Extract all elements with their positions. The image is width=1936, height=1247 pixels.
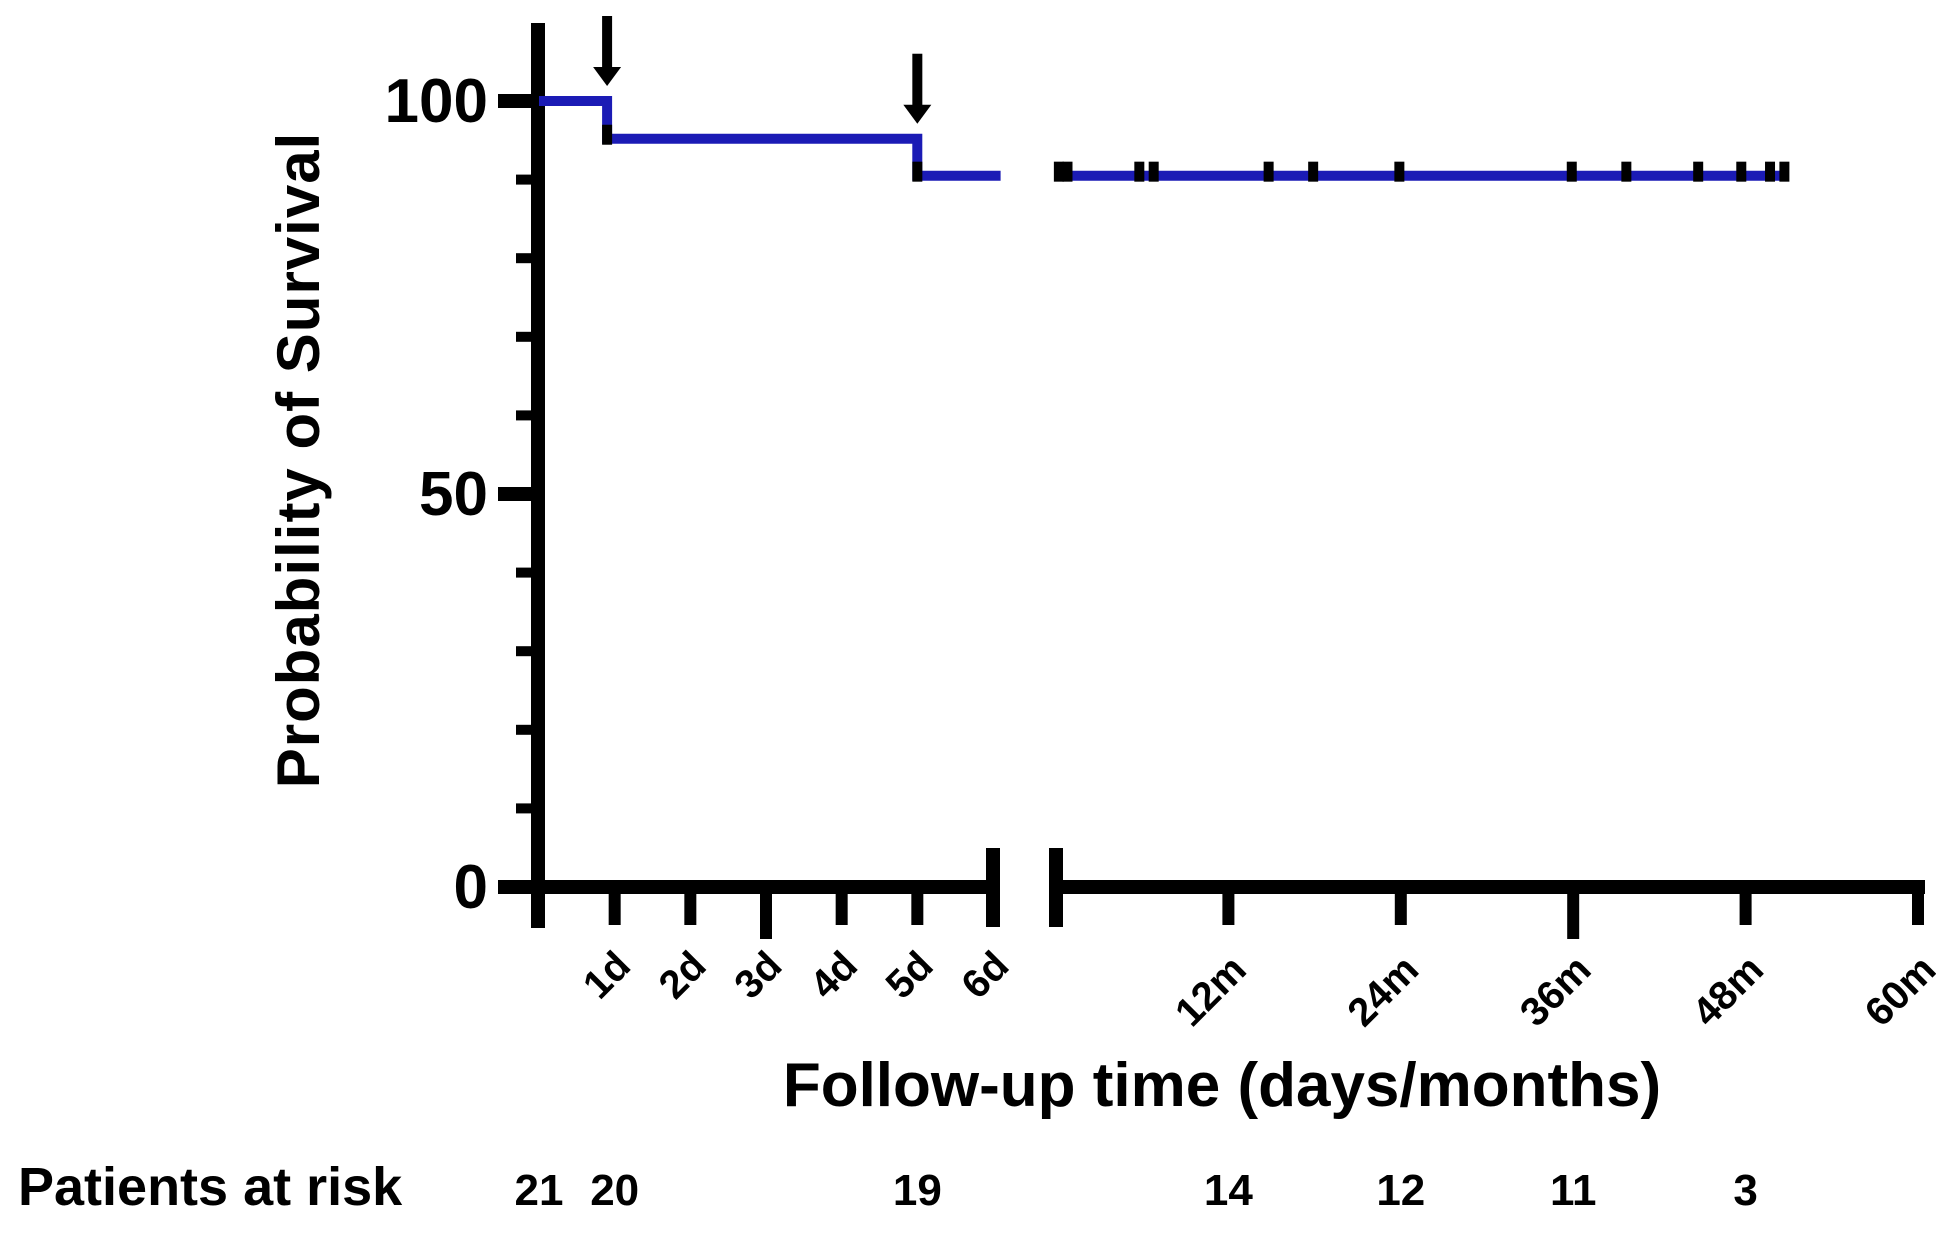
y-tick-label-100: 100 (385, 67, 488, 136)
censor-tick (1134, 161, 1145, 182)
x-axis-tick-1d (608, 887, 621, 925)
censor-tick (1693, 161, 1704, 182)
x-axis-break-cap-right (1049, 848, 1063, 927)
censor-tick (1053, 161, 1064, 182)
censor-tick (1263, 161, 1274, 182)
y-axis-minor-tick (516, 410, 538, 421)
x-axis-tick-12m (1222, 887, 1235, 925)
at-risk-count-19: 19 (893, 1166, 942, 1215)
y-axis-minor-tick (516, 724, 538, 735)
at-risk-count-11: 11 (1550, 1166, 1597, 1215)
survival-curve-days (539, 96, 1001, 181)
censor-tick (1621, 161, 1632, 182)
event-arrow-shaft (602, 16, 613, 68)
at-risk-count-12: 12 (1376, 1166, 1425, 1215)
event-arrow-head (593, 67, 622, 86)
y-axis-minor-tick (516, 803, 538, 814)
x-tick-label-2d: 2d (651, 943, 715, 1007)
event-arrow-head (903, 104, 932, 124)
x-axis-title: Follow-up time (days/months) (782, 1051, 1662, 1120)
y-tick-label-50: 50 (419, 460, 488, 529)
censor-tick (1308, 161, 1319, 182)
y-axis-minor-tick (516, 646, 538, 657)
x-axis-tick-5d (911, 887, 924, 925)
y-axis-major-tick (498, 487, 538, 501)
x-axis-tick-4d (835, 887, 848, 925)
x-tick-label-5d: 5d (878, 943, 942, 1007)
x-axis-tick-60m (1912, 887, 1924, 925)
y-axis-minor-tick (516, 567, 538, 578)
censor-tick (1566, 161, 1577, 182)
x-tick-label-6d: 6d (953, 943, 1017, 1007)
censor-tick (602, 124, 613, 145)
x-axis-tick-24m (1394, 887, 1407, 925)
at-risk-count-20: 20 (590, 1166, 639, 1215)
at-risk-count-21: 21 (515, 1166, 564, 1215)
x-axis-line-months (1049, 880, 1925, 894)
censor-tick (1062, 161, 1073, 182)
y-axis-minor-tick (516, 331, 538, 342)
y-axis-title: Probability of Survival (265, 131, 332, 789)
x-tick-label-24m: 24m (1339, 947, 1427, 1035)
censor-tick (1394, 161, 1405, 182)
x-tick-label-60m: 60m (1857, 947, 1936, 1035)
y-axis-minor-tick (516, 174, 538, 185)
x-axis-tick-3d (760, 887, 772, 939)
y-axis-line (531, 23, 545, 928)
x-axis-tick-2d (684, 887, 697, 925)
censor-tick (1736, 161, 1747, 182)
censor-tick (912, 161, 923, 182)
x-tick-label-4d: 4d (802, 943, 866, 1007)
censor-tick (1765, 161, 1776, 182)
x-tick-label-36m: 36m (1512, 947, 1600, 1035)
censor-tick (1148, 161, 1159, 182)
y-axis-major-tick (498, 94, 538, 108)
x-axis-tick-48m (1739, 887, 1752, 925)
x-tick-label-1d: 1d (575, 943, 639, 1007)
patients-at-risk-label: Patients at risk (18, 1157, 403, 1217)
y-axis-major-tick (498, 880, 538, 894)
x-tick-label-3d: 3d (726, 943, 790, 1007)
y-axis-minor-tick (516, 253, 538, 264)
at-risk-count-3: 3 (1733, 1166, 1757, 1215)
at-risk-count-14: 14 (1204, 1166, 1253, 1215)
event-arrow-shaft (912, 53, 923, 106)
x-axis-tick-36m (1567, 887, 1580, 939)
x-tick-label-12m: 12m (1167, 947, 1255, 1035)
y-tick-label-0: 0 (454, 853, 488, 922)
x-axis-break-cap-left (986, 848, 1000, 927)
censor-tick (1779, 161, 1790, 182)
x-tick-label-48m: 48m (1684, 947, 1772, 1035)
